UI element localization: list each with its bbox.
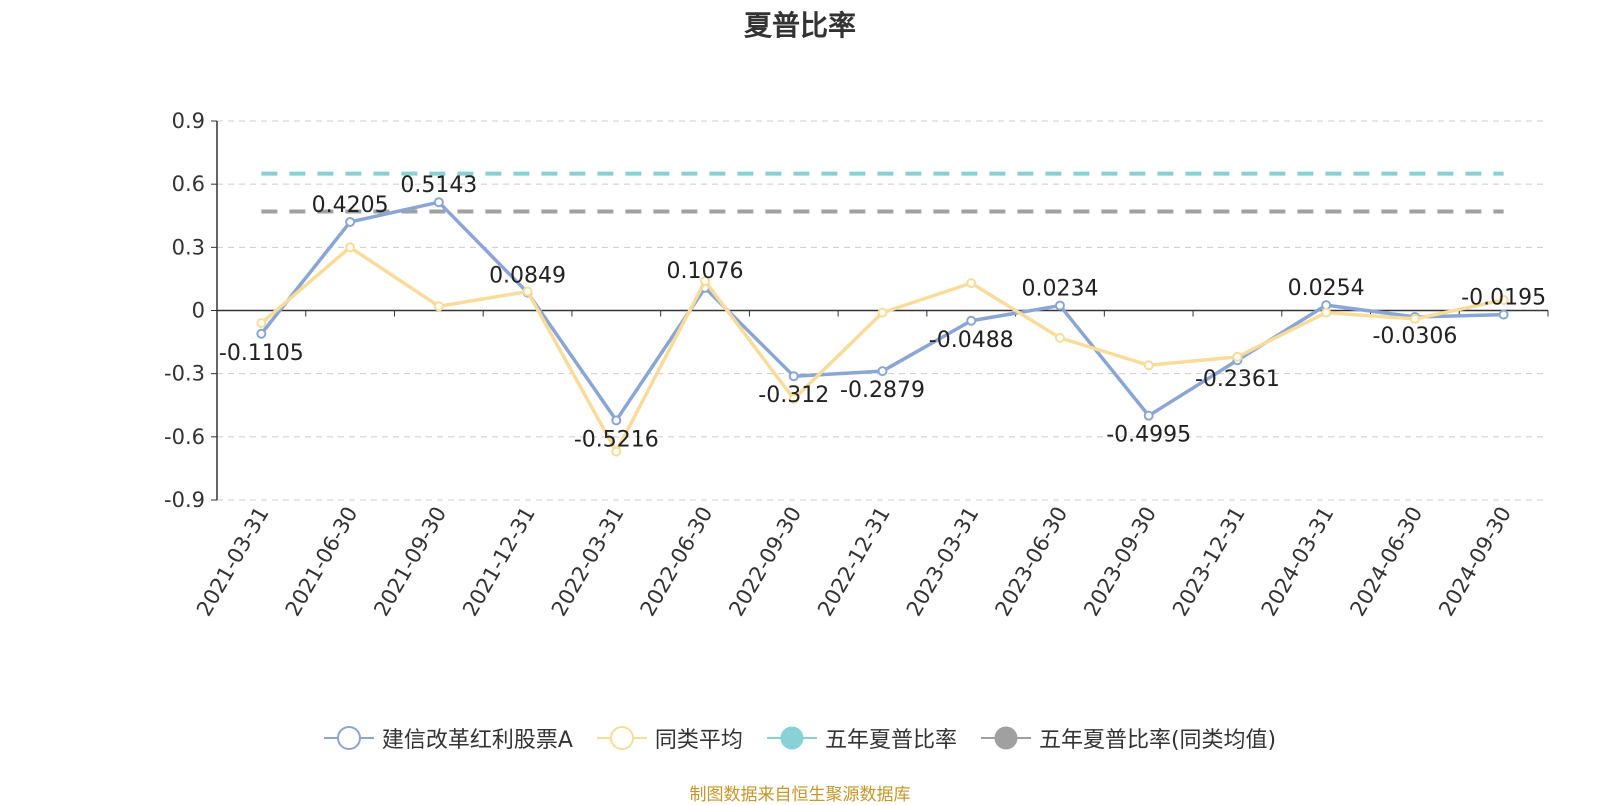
legend-item[interactable]: 五年夏普比率 — [766, 722, 957, 754]
legend-label: 五年夏普比率 — [824, 728, 957, 753]
data-point — [611, 446, 622, 457]
legend-marker-icon — [596, 726, 647, 750]
y-tick-label: -0.9 — [164, 488, 205, 512]
y-tick-label: -0.3 — [164, 362, 205, 386]
source-note: 制图数据来自恒生聚源数据库 — [689, 785, 911, 805]
data-point — [345, 242, 356, 253]
x-tick-label: 2021-03-31 — [192, 503, 274, 621]
x-tick-label: 2022-06-30 — [636, 503, 718, 621]
data-point — [345, 216, 356, 227]
x-tick-label: 2024-09-30 — [1434, 503, 1516, 621]
data-point — [433, 197, 444, 208]
data-label: -0.2879 — [840, 378, 925, 403]
legend-marker-icon — [980, 726, 1031, 750]
x-tick-label: 2021-12-31 — [458, 503, 540, 621]
data-label: 0.5143 — [400, 173, 477, 198]
data-point — [1054, 300, 1065, 311]
data-point — [1143, 410, 1154, 421]
x-tick-label: 2023-12-31 — [1168, 503, 1250, 621]
legend-marker-icon — [323, 726, 374, 750]
legend-item[interactable]: 建信改革红利股票A — [323, 722, 573, 754]
x-tick-label: 2021-09-30 — [369, 503, 451, 621]
data-point — [1409, 313, 1420, 324]
data-label: -0.4995 — [1106, 423, 1191, 448]
data-label: -0.312 — [758, 383, 829, 408]
data-point — [1054, 332, 1065, 343]
x-tick-label: 2023-03-31 — [902, 503, 984, 621]
x-tick-label: 2024-06-30 — [1345, 503, 1427, 621]
data-label: -0.1105 — [219, 341, 304, 366]
data-label: -0.0195 — [1461, 286, 1546, 311]
series-lines — [256, 197, 1509, 457]
y-tick-label: 0.6 — [172, 172, 205, 196]
data-point — [1498, 294, 1509, 305]
data-point — [788, 393, 799, 404]
data-label: -0.0488 — [929, 328, 1014, 353]
legend-label: 建信改革红利股票A — [381, 728, 573, 753]
reference-lines — [261, 171, 1504, 214]
data-point — [256, 328, 267, 339]
legend: 建信改革红利股票A 同类平均 五年夏普比率 五年夏普比率(同类均值) — [0, 720, 1600, 756]
data-point — [877, 307, 888, 318]
x-tick-label: 2022-03-31 — [547, 503, 629, 621]
legend-label: 同类平均 — [654, 728, 743, 753]
legend-marker-icon — [766, 726, 817, 750]
data-label: 0.0254 — [1288, 276, 1365, 301]
data-point — [966, 278, 977, 289]
data-label: 0.0234 — [1021, 277, 1098, 302]
y-tick-label: 0 — [192, 299, 205, 323]
data-label: 0.4205 — [312, 193, 389, 218]
x-tick-label: 2024-03-31 — [1257, 503, 1339, 621]
legend-label: 五年夏普比率(同类均值) — [1038, 728, 1277, 753]
y-tick-label: -0.6 — [164, 425, 205, 449]
data-point — [433, 301, 444, 312]
data-point — [1498, 309, 1509, 320]
legend-item[interactable]: 五年夏普比率(同类均值) — [980, 722, 1277, 754]
data-point — [1232, 351, 1243, 362]
data-label: -0.0306 — [1372, 324, 1457, 349]
x-tick-label: 2021-06-30 — [281, 503, 363, 621]
x-tick-label: 2023-09-30 — [1079, 503, 1161, 621]
data-point — [877, 366, 888, 377]
x-tick-label: 2023-06-30 — [990, 503, 1072, 621]
data-label: -0.5216 — [574, 427, 659, 452]
data-labels: -0.1105 0.4205 0.5143 0.0849 -0.5216 0.1076 -0… — [219, 173, 1546, 452]
y-tick-label: 0.3 — [172, 235, 205, 259]
y-tick-label: 0.9 — [172, 109, 205, 133]
data-point — [256, 318, 267, 329]
data-point — [1143, 360, 1154, 371]
chart-title: 夏普比率 — [743, 9, 856, 42]
legend-item[interactable]: 同类平均 — [596, 722, 743, 754]
x-tick-label: 2022-09-30 — [724, 503, 806, 621]
data-point — [700, 276, 711, 287]
data-label: -0.2361 — [1195, 367, 1280, 392]
data-point — [611, 415, 622, 426]
data-label: 0.1076 — [667, 259, 744, 284]
data-point — [966, 315, 977, 326]
data-point — [522, 286, 533, 297]
data-label: 0.0849 — [489, 264, 566, 289]
data-point — [1321, 307, 1332, 318]
data-point — [788, 371, 799, 382]
x-tick-label: 2022-12-31 — [813, 503, 895, 621]
